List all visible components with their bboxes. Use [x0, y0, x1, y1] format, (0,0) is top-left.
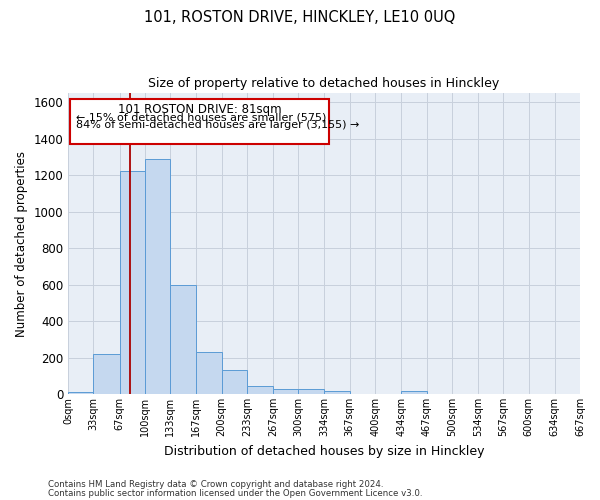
- Text: ← 15% of detached houses are smaller (575): ← 15% of detached houses are smaller (57…: [76, 112, 326, 122]
- Bar: [145, 158, 170, 394]
- Bar: [170, 286, 196, 394]
- X-axis label: Distribution of detached houses by size in Hinckley: Distribution of detached houses by size …: [164, 444, 484, 458]
- Text: 101, ROSTON DRIVE, HINCKLEY, LE10 0UQ: 101, ROSTON DRIVE, HINCKLEY, LE10 0UQ: [145, 10, 455, 25]
- Bar: [68, 392, 94, 394]
- Bar: [401, 392, 427, 394]
- FancyBboxPatch shape: [70, 98, 329, 144]
- Text: 84% of semi-detached houses are larger (3,155) →: 84% of semi-detached houses are larger (…: [76, 120, 359, 130]
- Bar: [196, 352, 221, 394]
- Title: Size of property relative to detached houses in Hinckley: Size of property relative to detached ho…: [148, 78, 500, 90]
- Bar: [273, 389, 298, 394]
- Bar: [221, 370, 247, 394]
- Text: Contains public sector information licensed under the Open Government Licence v3: Contains public sector information licen…: [48, 488, 422, 498]
- Text: Contains HM Land Registry data © Crown copyright and database right 2024.: Contains HM Land Registry data © Crown c…: [48, 480, 383, 489]
- Bar: [94, 354, 119, 394]
- Text: 101 ROSTON DRIVE: 81sqm: 101 ROSTON DRIVE: 81sqm: [118, 103, 281, 116]
- Bar: [247, 386, 273, 394]
- Bar: [119, 172, 145, 394]
- Bar: [325, 392, 350, 394]
- Bar: [298, 390, 325, 394]
- Y-axis label: Number of detached properties: Number of detached properties: [15, 150, 28, 336]
